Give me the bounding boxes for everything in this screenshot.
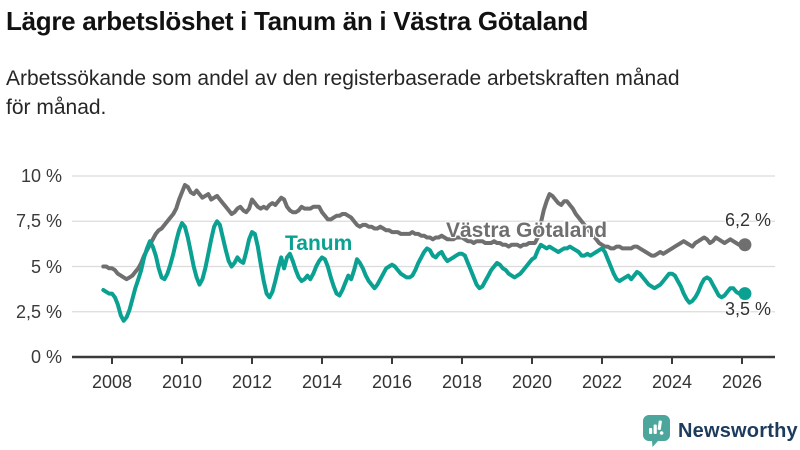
x-tick-label-2010: 2010 — [161, 372, 203, 392]
newsworthy-logo: Newsworthy — [643, 415, 798, 447]
page-title: Lägre arbetslöshet i Tanum än i Västra G… — [6, 6, 589, 36]
subtitle-line-2: för månad. — [6, 96, 107, 119]
x-tick-label-2016: 2016 — [371, 372, 413, 392]
series-label-vastra-gotaland: Västra Götaland — [446, 219, 608, 242]
end-dot-v-stra-g-taland — [738, 238, 752, 252]
line-v-stra-g-taland — [101, 183, 747, 282]
end-value-vastra-gotaland: 6,2 % — [724, 210, 771, 230]
y-tick-label-10: 10 % — [20, 166, 62, 186]
end-dot-tanum — [738, 287, 752, 301]
x-tick-label-2014: 2014 — [301, 372, 343, 392]
x-tick-label-2018: 2018 — [441, 372, 483, 392]
x-tick-label-2020: 2020 — [511, 372, 553, 392]
chart-subtitle: Arbetssökande som andel av den registerb… — [6, 64, 680, 122]
newsworthy-logo-text: Newsworthy — [678, 419, 798, 442]
y-tick-label-7.5: 7,5 % — [15, 211, 62, 232]
y-tick-label-0: 0 % — [30, 347, 62, 367]
newsworthy-logo-icon — [643, 415, 670, 447]
subtitle-line-1: Arbetssökande som andel av den registerb… — [6, 67, 680, 90]
x-tick-label-2008: 2008 — [91, 372, 133, 392]
series-label-tanum: Tanum — [285, 232, 353, 255]
x-tick-label-2022: 2022 — [581, 372, 623, 392]
x-tick-label-2012: 2012 — [231, 372, 273, 392]
y-tick-label-5: 5 % — [30, 256, 62, 277]
x-tick-label-2024: 2024 — [651, 372, 693, 392]
y-tick-label-2.5: 2,5 % — [15, 301, 62, 322]
end-value-tanum: 3,5 % — [724, 299, 771, 319]
line-tanum — [101, 219, 747, 323]
x-tick-label-2026: 2026 — [721, 372, 763, 392]
